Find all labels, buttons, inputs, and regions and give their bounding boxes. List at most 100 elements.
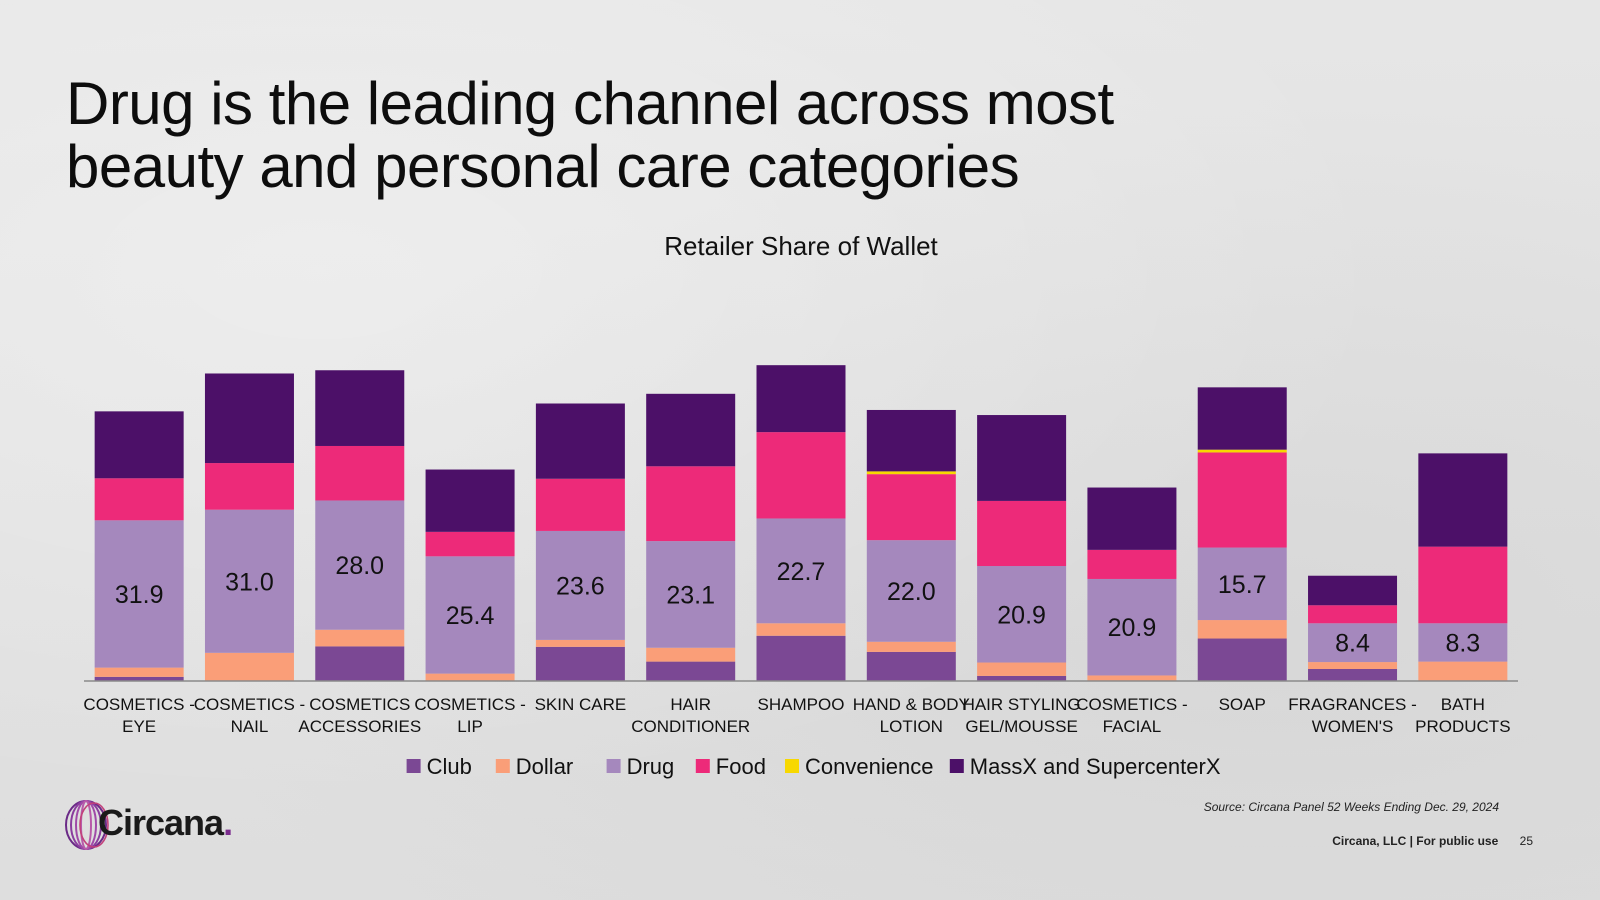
footer: Circana, LLC | For public use 25 bbox=[1332, 834, 1533, 848]
data-label: 25.4 bbox=[446, 602, 495, 630]
bar-segment-massx-and-supercenterx bbox=[1197, 387, 1287, 450]
bar-segment-drug bbox=[756, 518, 846, 624]
bar-segment-food bbox=[977, 500, 1067, 567]
bar-segment-massx-and-supercenterx bbox=[1308, 575, 1398, 606]
bar-segment-massx-and-supercenterx bbox=[425, 469, 515, 532]
data-label: 23.6 bbox=[556, 572, 605, 600]
data-label: 22.7 bbox=[777, 558, 826, 586]
legend-swatch bbox=[606, 759, 621, 773]
x-tick-label-line: ACCESSORIES bbox=[298, 717, 421, 736]
bar-segment-club bbox=[94, 676, 184, 681]
x-tick-label-line: FACIAL bbox=[1103, 717, 1162, 736]
x-axis-labels: COSMETICS - EYE COSMETICS - NAIL COSMETICS AC… bbox=[83, 695, 1510, 736]
bar-segment-dollar bbox=[204, 652, 294, 681]
legend-item: Drug bbox=[606, 754, 675, 779]
bar-segment-massx-and-supercenterx bbox=[977, 415, 1067, 501]
x-tick-label: SKIN CARE bbox=[535, 695, 627, 714]
bar-segment-club bbox=[315, 646, 405, 681]
bar-segment-dollar bbox=[425, 673, 515, 681]
legend-swatch bbox=[785, 759, 799, 773]
bar-segment-club bbox=[535, 646, 625, 681]
bar-segment-club bbox=[646, 661, 736, 681]
bar-segment-drug bbox=[646, 541, 736, 648]
x-tick-label-line: COSMETICS bbox=[309, 695, 410, 714]
x-tick-label: SOAP bbox=[1219, 695, 1266, 714]
x-tick-label-line: EYE bbox=[122, 717, 156, 736]
bar-segment-dollar bbox=[1087, 675, 1177, 681]
x-tick-label-line: NAIL bbox=[231, 717, 269, 736]
bar-segment-food bbox=[425, 531, 515, 557]
bar-segment-convenience bbox=[1197, 449, 1287, 453]
x-tick-label-line: SOAP bbox=[1219, 695, 1266, 714]
bar-segment-drug bbox=[204, 509, 294, 653]
bar-segment-massx-and-supercenterx bbox=[866, 409, 956, 472]
page-title: Drug is the leading channel across most … bbox=[66, 72, 1446, 198]
bar-segment-massx-and-supercenterx bbox=[315, 370, 405, 446]
x-tick-label-line: BATH bbox=[1441, 695, 1485, 714]
legend-swatch bbox=[406, 759, 421, 773]
bar-segment-food bbox=[535, 478, 625, 531]
data-label: 22.0 bbox=[887, 578, 936, 606]
x-tick-label-line: LOTION bbox=[880, 717, 943, 736]
data-label: 8.4 bbox=[1335, 630, 1370, 658]
x-tick-label: COSMETICS - EYE bbox=[83, 695, 194, 736]
title-line-2: beauty and personal care categories bbox=[66, 133, 1020, 200]
circana-logo-icon bbox=[65, 800, 109, 850]
bar-segment-drug bbox=[866, 540, 956, 642]
x-tick-label-line: GEL/MOUSSE bbox=[965, 717, 1077, 736]
source-note: Source: Circana Panel 52 Weeks Ending De… bbox=[1203, 800, 1499, 814]
legend-label: Club bbox=[427, 754, 472, 779]
data-label: 31.9 bbox=[115, 581, 164, 609]
bar-segment-club bbox=[977, 675, 1067, 681]
chart-title: Retailer Share of Wallet bbox=[664, 231, 938, 261]
bar-segment-drug bbox=[315, 500, 405, 630]
legend-item: Food bbox=[695, 754, 766, 779]
legend-swatch bbox=[949, 759, 964, 773]
legend-item: MassX and SupercenterX bbox=[949, 754, 1221, 779]
x-tick-label-line: SHAMPOO bbox=[758, 695, 845, 714]
bar-segment-drug bbox=[535, 530, 625, 640]
bar-segment-drug bbox=[425, 556, 515, 674]
legend-label: Convenience bbox=[805, 754, 933, 779]
x-tick-label-line: HAIR STYLING bbox=[963, 695, 1081, 714]
x-tick-label-line: SKIN CARE bbox=[535, 695, 627, 714]
bar-segment-massx-and-supercenterx bbox=[1087, 487, 1177, 550]
bar-segment-convenience bbox=[866, 471, 956, 475]
legend: Club Dollar Drug Food Convenience MassX and S… bbox=[406, 754, 1221, 779]
bar-segment-food bbox=[1308, 605, 1398, 624]
x-tick-label: FRAGRANCES - WOMEN'S bbox=[1288, 695, 1416, 736]
bar-segment-club bbox=[1308, 668, 1398, 681]
bar-segment-food bbox=[866, 474, 956, 541]
x-tick-label-line: LIP bbox=[457, 717, 483, 736]
x-tick-label: HAND & BODY LOTION bbox=[853, 695, 970, 736]
legend-item: Dollar bbox=[495, 754, 573, 779]
bar-segment-massx-and-supercenterx bbox=[646, 393, 736, 467]
x-tick-label-line: HAIR bbox=[670, 695, 711, 714]
x-tick-label: BATH PRODUCTS bbox=[1415, 695, 1510, 736]
x-tick-label-line: HAND & BODY bbox=[853, 695, 970, 714]
x-tick-label-line: COSMETICS - bbox=[83, 695, 194, 714]
bar-segment-drug bbox=[1197, 547, 1287, 621]
footer-company: Circana, LLC | For public use bbox=[1332, 834, 1499, 848]
bar-segment-drug bbox=[94, 520, 184, 668]
x-tick-label-line: COSMETICS - bbox=[1076, 695, 1187, 714]
bar-segment-club bbox=[756, 635, 846, 681]
bar-segment-massx-and-supercenterx bbox=[204, 373, 294, 464]
bar-segment-dollar bbox=[535, 639, 625, 647]
x-tick-label: SHAMPOO bbox=[758, 695, 845, 714]
legend-item: Club bbox=[406, 754, 472, 779]
circana-logo: Circana. bbox=[64, 798, 264, 852]
bar-segment-drug bbox=[977, 566, 1067, 663]
legend-label: MassX and SupercenterX bbox=[970, 754, 1221, 779]
legend-swatch bbox=[495, 759, 510, 773]
legend-label: Drug bbox=[627, 754, 675, 779]
bar-segment-club bbox=[1197, 638, 1287, 681]
x-tick-label-line: PRODUCTS bbox=[1415, 717, 1510, 736]
data-label: 15.7 bbox=[1218, 571, 1267, 599]
bar-segment-massx-and-supercenterx bbox=[94, 411, 184, 479]
bar-segment-food bbox=[1418, 546, 1508, 624]
legend-item: Convenience bbox=[785, 754, 933, 779]
bar-segment-food bbox=[94, 478, 184, 521]
bar-segment-drug bbox=[1308, 623, 1398, 663]
